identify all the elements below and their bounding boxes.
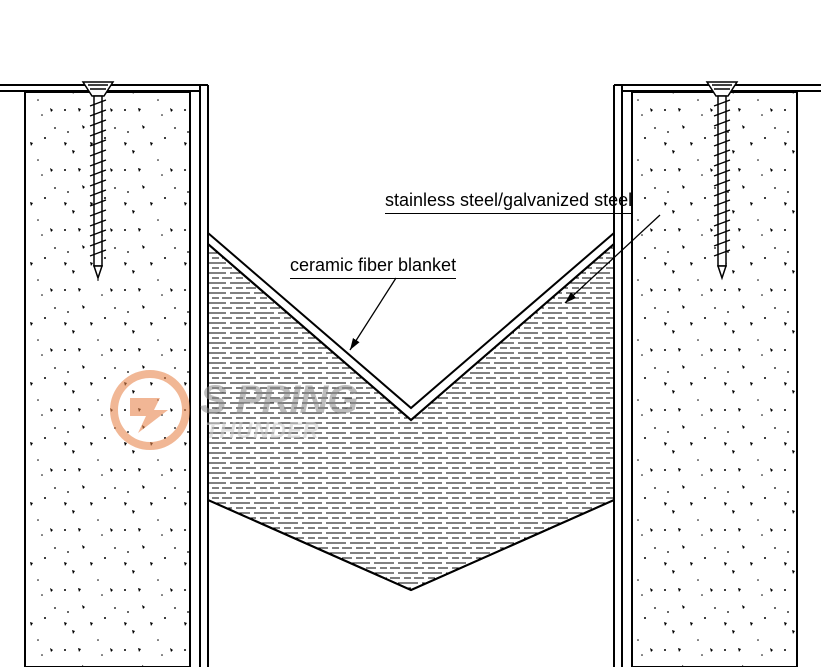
watermark-primary-text: S PRING (200, 378, 357, 423)
concrete-panel-right (632, 92, 797, 667)
label-blanket-text: ceramic fiber blanket (290, 255, 456, 275)
watermark-secondary-text: THUNDER (205, 418, 320, 444)
label-blanket: ceramic fiber blanket (290, 255, 456, 279)
label-steel: stainless steel/galvanized steel (385, 190, 632, 214)
watermark-logo-inner (118, 378, 182, 442)
label-steel-text: stainless steel/galvanized steel (385, 190, 632, 210)
leader-blanket (350, 278, 396, 350)
expansion-joint-diagram (0, 0, 821, 667)
